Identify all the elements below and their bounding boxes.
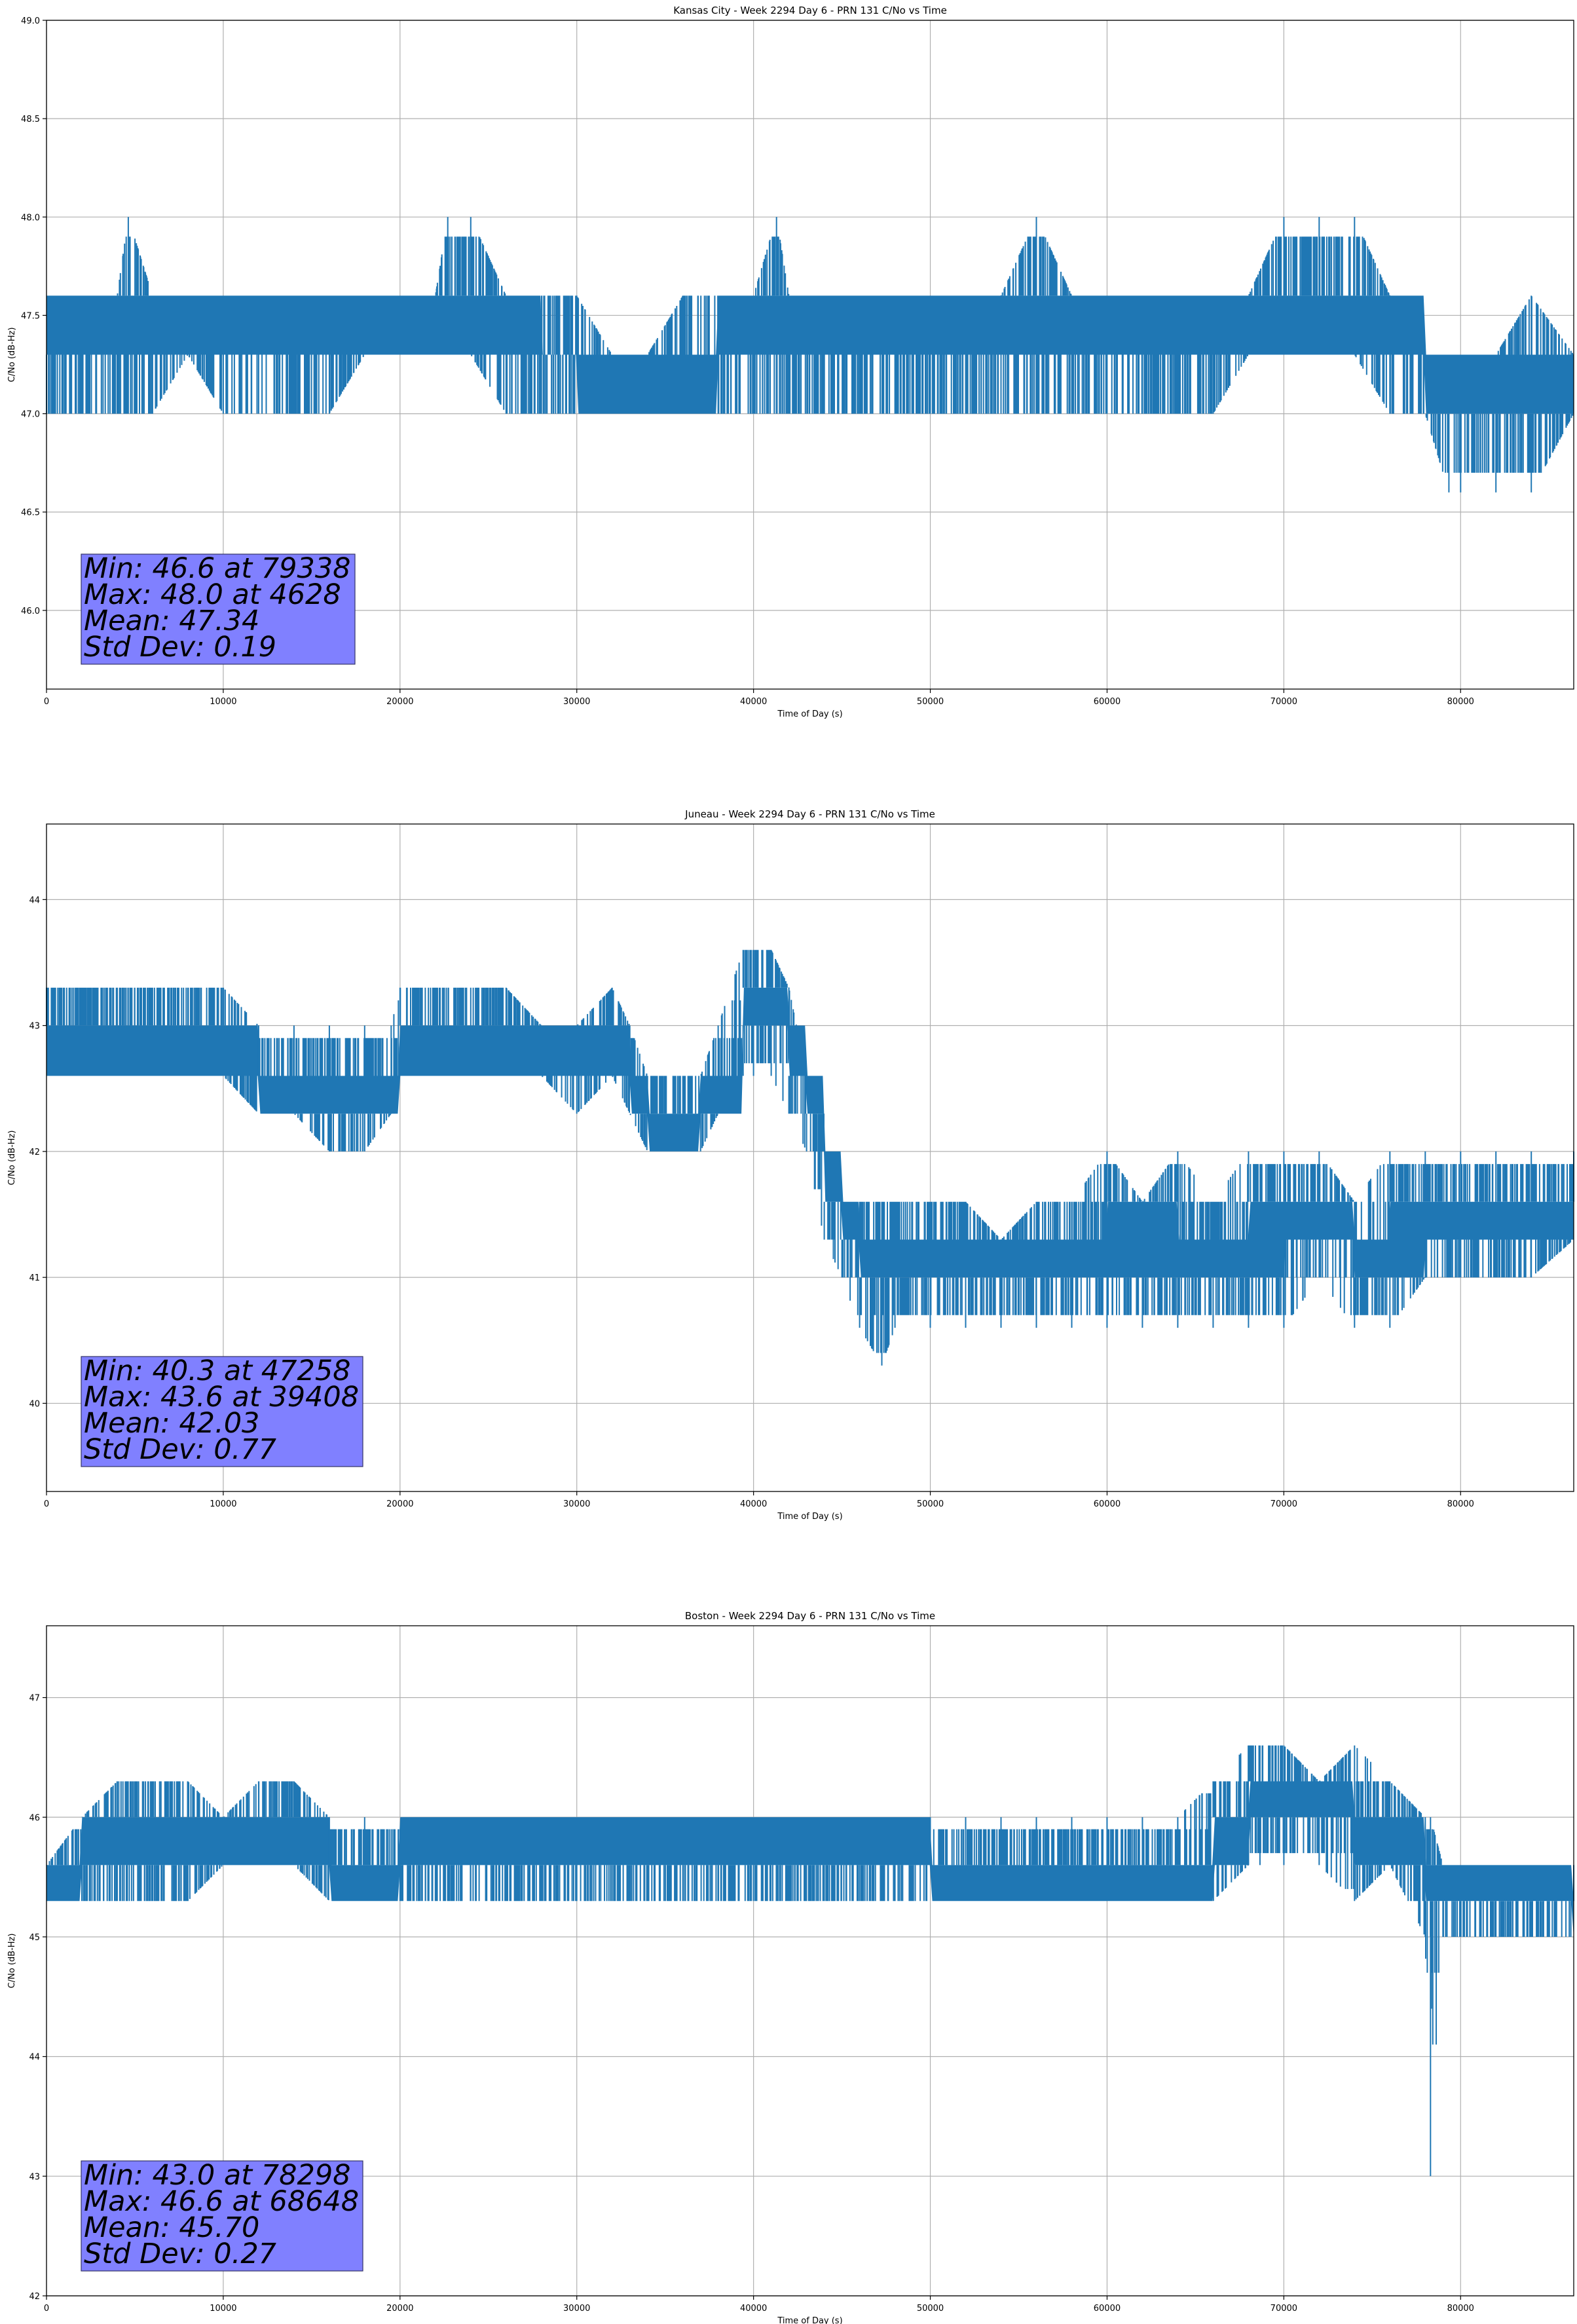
- y-tick-label: 43: [29, 1022, 40, 1032]
- stats-line: Std Dev: 0.77: [84, 1433, 276, 1466]
- x-tick-label: 40000: [740, 1499, 767, 1509]
- x-tick-label: 40000: [740, 697, 767, 707]
- y-tick-label: 46.5: [21, 508, 40, 518]
- y-axis-label: C/No (dB-Hz): [7, 1131, 17, 1186]
- y-tick-label: 47.5: [21, 311, 40, 321]
- y-tick-label: 41: [29, 1273, 40, 1283]
- x-tick-label: 80000: [1447, 2304, 1474, 2314]
- series-spikes: [46, 950, 1574, 1366]
- stats-box-background: [81, 1356, 363, 1467]
- y-tick-label: 43: [29, 2172, 40, 2182]
- chart-panel-3: 0 10000 20000 30000 40000 50000 60000 70000 8000…: [7, 1610, 1574, 2324]
- y-tick-label: 46.0: [21, 607, 40, 616]
- series-band: [46, 1781, 1574, 1937]
- stats-line: Std Dev: 0.27: [84, 2238, 276, 2270]
- series-line: [46, 217, 1574, 493]
- x-tick-label: 60000: [1094, 697, 1121, 707]
- y-tick-label: 40: [29, 1399, 40, 1409]
- y-tick-label: 49.0: [21, 16, 40, 26]
- series-band: [46, 987, 1574, 1278]
- y-tick-label: 46: [29, 1813, 40, 1823]
- stats-line: Min: 43.0 at 78298: [84, 2159, 351, 2192]
- y-tick-label: 45: [29, 1933, 40, 1943]
- series-line: [46, 1745, 1574, 2177]
- x-axis-label: Time of Day (s): [777, 1512, 842, 1522]
- gridlines: [46, 20, 1574, 689]
- stats-line: Max: 43.6 at 39408: [84, 1381, 359, 1414]
- stats-line: Min: 40.3 at 47258: [84, 1355, 351, 1387]
- x-tick-label: 30000: [563, 1499, 590, 1509]
- x-tick-label: 50000: [917, 2304, 944, 2314]
- x-tick-label: 50000: [917, 697, 944, 707]
- y-axis-label: C/No (dB-Hz): [7, 1934, 17, 1989]
- x-tick-label: 50000: [917, 1499, 944, 1509]
- x-tick-label: 0: [44, 2304, 49, 2314]
- x-tick-label: 40000: [740, 2304, 767, 2314]
- x-tick-label: 20000: [386, 697, 413, 707]
- stats-line: Max: 46.6 at 68648: [84, 2185, 359, 2218]
- x-tick-label: 60000: [1094, 1499, 1121, 1509]
- y-tick-label: 47.0: [21, 410, 40, 420]
- x-tick-label: 0: [44, 1499, 49, 1509]
- y-tick-label: 48.5: [21, 115, 40, 124]
- x-tick-label: 20000: [386, 1499, 413, 1509]
- x-tick-label: 70000: [1271, 697, 1297, 707]
- y-tick-label: 42: [29, 2292, 40, 2302]
- chart-panel-2: 0 10000 20000 30000 40000 50000 60000 70000 8000…: [7, 808, 1574, 1522]
- x-tick-label: 60000: [1094, 2304, 1121, 2314]
- chart-panel-1: 0 10000 20000 30000 40000 50000 60000 70000 8000…: [7, 5, 1574, 719]
- x-tick-label: 70000: [1271, 2304, 1297, 2314]
- y-axis-label: C/No (dB-Hz): [7, 328, 17, 383]
- series-spikes: [46, 217, 1574, 493]
- stats-line: Std Dev: 0.19: [84, 631, 276, 664]
- stats-box-background: [81, 2160, 363, 2272]
- y-tick-label: 48.0: [21, 213, 40, 223]
- stats-line: Mean: 47.34: [84, 605, 259, 637]
- y-tick-label: 44: [29, 895, 40, 905]
- x-tick-label: 30000: [563, 697, 590, 707]
- x-axis-label: Time of Day (s): [777, 2316, 842, 2324]
- stats-line: Min: 46.6 at 79338: [84, 552, 351, 585]
- axes-frame: [46, 1625, 1574, 2296]
- chart-title: Juneau - Week 2294 Day 6 - PRN 131 C/No …: [684, 808, 935, 820]
- x-tick-label: 10000: [210, 2304, 236, 2314]
- stats-line: Max: 48.0 at 4628: [84, 578, 341, 611]
- x-tick-label: 80000: [1447, 1499, 1474, 1509]
- x-tick-label: 30000: [563, 2304, 590, 2314]
- axes-frame: [46, 823, 1574, 1492]
- y-tick-label: 42: [29, 1148, 40, 1157]
- y-tick-label: 47: [29, 1694, 40, 1704]
- axes-frame: [46, 20, 1574, 690]
- x-tick-label: 20000: [386, 2304, 413, 2314]
- chart-title: Boston - Week 2294 Day 6 - PRN 131 C/No …: [685, 1610, 935, 1622]
- series-line: [46, 950, 1574, 1366]
- stats-line: Mean: 45.70: [84, 2211, 259, 2244]
- chart-title: Kansas City - Week 2294 Day 6 - PRN 131 …: [673, 5, 947, 16]
- stats-line: Mean: 42.03: [84, 1407, 259, 1440]
- x-tick-label: 10000: [210, 697, 236, 707]
- x-tick-label: 10000: [210, 1499, 236, 1509]
- x-tick-label: 80000: [1447, 697, 1474, 707]
- stats-box-background: [81, 553, 356, 665]
- x-tick-label: 0: [44, 697, 49, 707]
- x-tick-label: 70000: [1271, 1499, 1297, 1509]
- x-axis-label: Time of Day (s): [777, 709, 842, 719]
- y-tick-label: 44: [29, 2053, 40, 2063]
